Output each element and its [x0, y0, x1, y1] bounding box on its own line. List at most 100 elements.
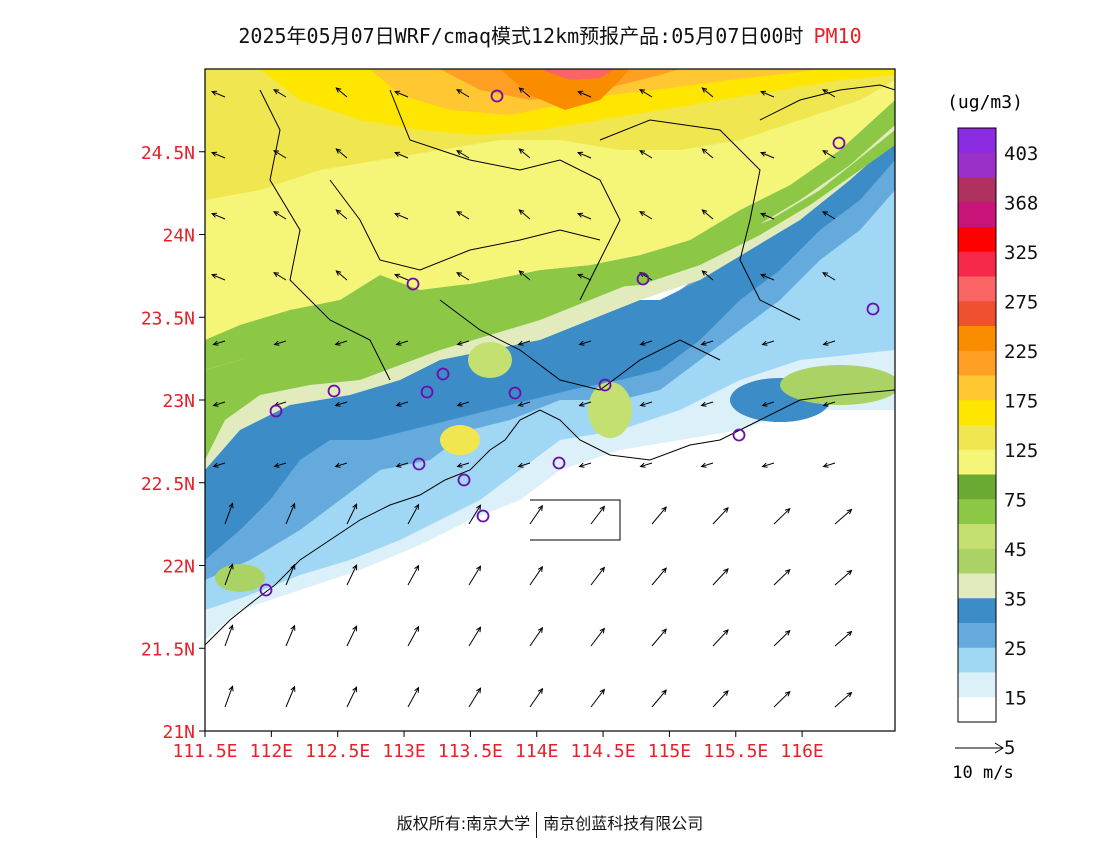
legend-swatch: [958, 301, 996, 327]
wind-arrow-head: [822, 150, 829, 156]
wind-arrow-head: [211, 151, 218, 157]
wind-arrow-head: [846, 630, 853, 637]
wind-arrow-head: [395, 340, 402, 346]
wind-arrow: [590, 506, 605, 525]
wind-arrow: [823, 401, 836, 407]
wind-arrow-head: [701, 270, 708, 276]
wind-arrow: [213, 401, 226, 407]
wind-arrow: [346, 564, 358, 586]
wind-arrow-head: [661, 628, 667, 635]
wind-arrow: [701, 209, 714, 220]
wind-arrow-head: [723, 690, 729, 696]
wind-arrow: [211, 91, 226, 98]
wind-arrow-head: [228, 563, 234, 570]
wind-arrow-head: [476, 687, 482, 694]
wind-arrow: [224, 564, 234, 586]
wind-arrow: [213, 340, 226, 346]
wind-arrow-head: [456, 150, 463, 156]
wind-arrow-head: [639, 462, 646, 468]
legend-swatch: [958, 474, 996, 500]
lat-tick-label: 22.5N: [141, 474, 195, 495]
wind-arrow: [274, 462, 287, 468]
wind-arrow: [396, 401, 409, 407]
wind-scale-label: 10 m/s: [952, 763, 1013, 783]
wind-arrow: [762, 340, 775, 346]
wind-arrow: [273, 89, 287, 98]
wind-arrow: [468, 626, 481, 647]
wind-arrow: [211, 152, 226, 159]
wind-arrow-head: [723, 629, 729, 635]
wind-arrow-head: [352, 564, 358, 571]
wind-arrow-head: [701, 209, 708, 215]
legend-swatch: [958, 251, 996, 277]
station-marker: [436, 367, 450, 381]
wind-arrow-head: [456, 211, 463, 217]
lat-tick-label: 21N: [162, 722, 195, 743]
wind-arrow: [211, 213, 226, 220]
wind-arrow-head: [599, 627, 606, 634]
wind-arrow: [579, 401, 592, 407]
wind-arrow: [529, 627, 543, 647]
wind-arrow: [639, 150, 653, 159]
wind-arrow: [773, 630, 791, 647]
wind-arrow: [529, 566, 543, 586]
legend-swatch: [958, 128, 996, 154]
wind-arrow-head: [211, 273, 218, 279]
wind-arrow-head: [599, 566, 606, 573]
wind-arrow: [285, 564, 296, 586]
legend-swatch: [958, 375, 996, 401]
wind-arrow-head: [290, 685, 296, 692]
wind-arrow: [335, 148, 348, 159]
wind-arrow: [396, 340, 409, 346]
wind-arrow: [273, 272, 287, 281]
station-marker: [406, 277, 420, 291]
wind-arrow: [518, 87, 531, 98]
legend-swatch: [958, 647, 996, 673]
wind-vectors: [211, 87, 853, 708]
wind-arrow: [224, 686, 234, 708]
wind-arrow-head: [822, 340, 829, 346]
wind-arrow-head: [578, 462, 585, 468]
legend-label: 5: [1004, 737, 1015, 759]
wind-arrow-head: [537, 565, 544, 572]
lon-tick-label: 111.5E: [172, 741, 237, 762]
wind-arrow: [285, 686, 296, 708]
wind-arrow-head: [394, 273, 401, 279]
wind-arrow: [407, 687, 419, 708]
wind-arrow-head: [784, 629, 791, 636]
wind-arrow-head: [518, 148, 525, 154]
station-marker: [412, 457, 426, 471]
wind-arrow-head: [701, 87, 708, 93]
wind-arrow-head: [846, 508, 853, 515]
wind-arrow-head: [290, 624, 296, 631]
lat-tick-label: 24.5N: [141, 143, 195, 164]
legend-swatch: [958, 548, 996, 574]
lon-tick-label: 114E: [515, 741, 558, 762]
wind-arrow: [346, 503, 358, 525]
wind-arrow-head: [577, 212, 584, 218]
wind-arrow: [773, 691, 791, 708]
station-marker: [636, 272, 650, 286]
wind-arrow: [579, 462, 592, 468]
boundaries: [205, 84, 895, 646]
wind-arrow: [518, 462, 531, 468]
legend-label: 368: [1004, 192, 1038, 214]
wind-arrow: [518, 401, 531, 407]
wind-arrow-head: [723, 507, 729, 513]
legend-swatch: [958, 449, 996, 475]
wind-arrow-head: [700, 401, 707, 407]
wind-arrow-head: [784, 568, 791, 575]
footer-left: 版权所有:南京大学: [396, 814, 531, 833]
wind-arrow-head: [822, 401, 829, 407]
wind-arrow-head: [394, 90, 401, 96]
wind-arrow-head: [395, 401, 402, 407]
wind-arrow-head: [456, 340, 463, 346]
lat-tick-label: 23N: [162, 391, 195, 412]
wind-arrow-head: [352, 625, 358, 632]
wind-arrow-head: [784, 507, 791, 514]
wind-arrow-head: [334, 401, 341, 407]
wind-arrow-head: [518, 270, 525, 276]
station-marker: [832, 136, 846, 150]
wind-arrow-head: [394, 151, 401, 157]
